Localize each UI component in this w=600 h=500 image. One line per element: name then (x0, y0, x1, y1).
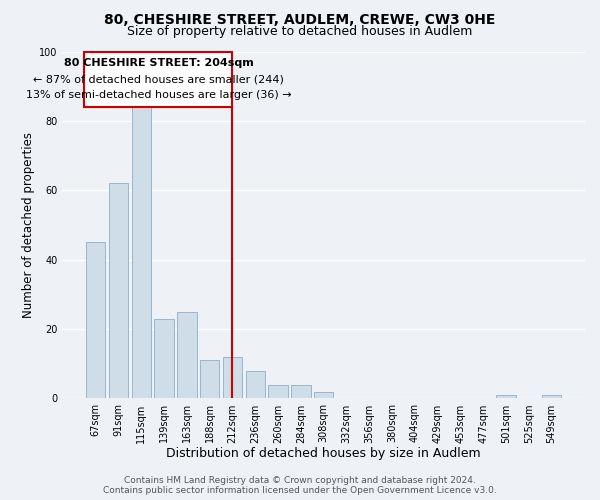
X-axis label: Distribution of detached houses by size in Audlem: Distribution of detached houses by size … (166, 447, 481, 460)
Text: Contains HM Land Registry data © Crown copyright and database right 2024.
Contai: Contains HM Land Registry data © Crown c… (103, 476, 497, 495)
Bar (314, 392, 334, 398)
Bar (542, 395, 561, 398)
Bar (86, 242, 106, 398)
Text: ← 87% of detached houses are smaller (244): ← 87% of detached houses are smaller (24… (33, 74, 284, 84)
Bar (177, 312, 197, 398)
Bar (200, 360, 220, 399)
Bar (291, 384, 311, 398)
Bar (496, 395, 515, 398)
Bar (131, 107, 151, 399)
Text: 80, CHESHIRE STREET, AUDLEM, CREWE, CW3 0HE: 80, CHESHIRE STREET, AUDLEM, CREWE, CW3 … (104, 12, 496, 26)
Bar (223, 357, 242, 399)
Text: Size of property relative to detached houses in Audlem: Size of property relative to detached ho… (127, 25, 473, 38)
Text: 80 CHESHIRE STREET: 204sqm: 80 CHESHIRE STREET: 204sqm (64, 58, 253, 68)
Bar (154, 318, 174, 398)
FancyBboxPatch shape (85, 52, 232, 107)
Text: 13% of semi-detached houses are larger (36) →: 13% of semi-detached houses are larger (… (26, 90, 291, 100)
Bar (268, 384, 288, 398)
Bar (109, 184, 128, 398)
Y-axis label: Number of detached properties: Number of detached properties (22, 132, 35, 318)
Bar (245, 370, 265, 398)
